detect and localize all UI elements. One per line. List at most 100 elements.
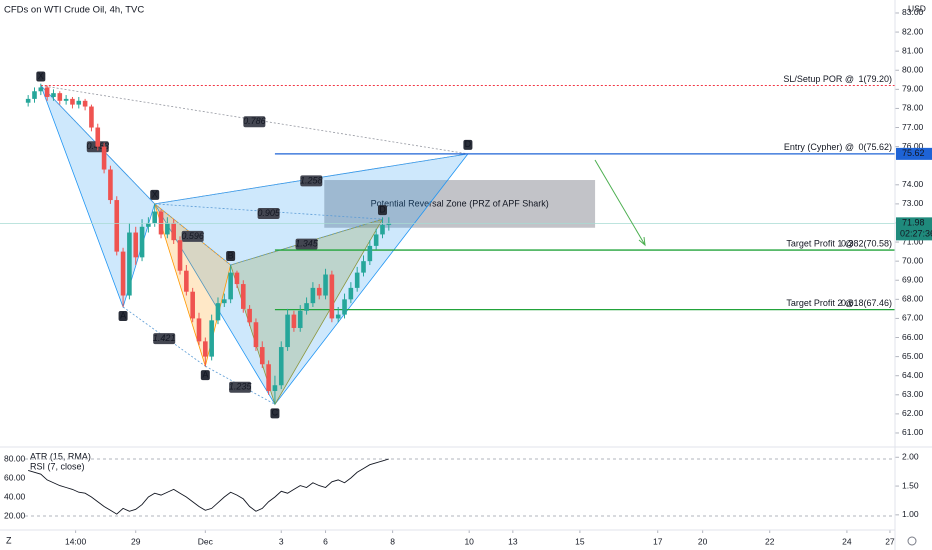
candle-body xyxy=(190,291,195,319)
candle-body xyxy=(291,314,297,328)
arrow-head xyxy=(638,236,646,247)
y-tick-label: 80.00 xyxy=(902,65,924,75)
ratio-label: 1.258 xyxy=(300,175,323,185)
candle-body xyxy=(278,347,284,386)
point-box xyxy=(226,250,236,261)
chart-title: CFDs on WTI Crude Oil, 4h, TVC xyxy=(4,5,144,16)
candle-body xyxy=(335,314,341,319)
candle-body xyxy=(386,223,392,225)
candle-body xyxy=(253,322,259,348)
prz-zone xyxy=(324,180,596,228)
candle-body xyxy=(57,93,63,101)
level-label: Target Profit 2 @ xyxy=(786,298,854,308)
point-label: C xyxy=(272,408,279,418)
candle-body xyxy=(240,284,246,309)
candle-body xyxy=(127,232,132,296)
candle-body xyxy=(82,100,88,107)
y-tick-label: 78.00 xyxy=(902,103,924,113)
ratio-box xyxy=(257,208,280,220)
y-tick-label: 81.00 xyxy=(902,45,924,55)
candle-body xyxy=(89,106,94,128)
candle-body xyxy=(101,146,107,170)
ratio-line xyxy=(122,306,206,367)
x-tick-label: 3 xyxy=(279,536,284,546)
ratio-box xyxy=(243,116,266,128)
point-label: A xyxy=(202,370,208,380)
candle-body xyxy=(304,303,309,311)
level-value: 0.618(67.46) xyxy=(841,298,892,308)
point-box xyxy=(118,310,128,321)
ratio-box xyxy=(295,238,318,250)
y-tick-label: 65.00 xyxy=(902,351,924,361)
candle-body xyxy=(152,211,158,223)
y-tick-label: 69.00 xyxy=(902,274,924,284)
candle-body xyxy=(76,100,82,105)
candle-body xyxy=(146,222,151,227)
ratio-box xyxy=(181,230,204,242)
x-tick-label: 8 xyxy=(390,536,395,546)
ratio-label: 1.345 xyxy=(295,238,319,248)
candle-body xyxy=(63,98,69,101)
y-tick-label: 64.00 xyxy=(902,370,924,380)
candle-body xyxy=(272,385,278,391)
countdown: 02:27:36 xyxy=(900,229,932,239)
indicator-y2-label: 1.00 xyxy=(902,509,919,519)
level-label: SL/Setup POR @ xyxy=(783,74,854,84)
ratio-box xyxy=(153,333,176,345)
candle-body xyxy=(120,251,126,296)
candle-body xyxy=(380,224,385,235)
ratio-line xyxy=(40,85,155,205)
candle-body xyxy=(247,308,252,323)
candle-body xyxy=(203,341,208,357)
level-value: 1(79.20) xyxy=(858,74,892,84)
x-tick-label: 15 xyxy=(575,536,585,546)
point-label: B xyxy=(228,250,234,260)
point-box xyxy=(463,139,473,150)
x-tick-label: 20 xyxy=(698,536,708,546)
candle-body xyxy=(51,93,56,97)
y-tick-label: 82.00 xyxy=(902,26,924,36)
x-tick-label: 24 xyxy=(842,536,852,546)
level-label: Target Profit 1 @ xyxy=(786,238,854,248)
candle-body xyxy=(329,274,335,319)
point-box xyxy=(377,205,387,216)
zoom-icon[interactable]: Z xyxy=(6,535,12,545)
point-box xyxy=(36,71,46,82)
level-value: 0.382(70.58) xyxy=(841,238,892,248)
ratio-label: 1.235 xyxy=(229,382,253,392)
y-tick-label: 83.00 xyxy=(902,7,924,17)
indicator-y-label: 80.00 xyxy=(4,453,26,463)
point-label: X xyxy=(38,71,44,81)
indicator-y-label: 60.00 xyxy=(4,472,26,482)
candle-body xyxy=(108,169,113,201)
ratio-line xyxy=(205,365,276,405)
ratio-box xyxy=(229,381,252,393)
price-tag-label: 71.98 xyxy=(902,218,925,228)
x-tick-label: 6 xyxy=(323,536,328,546)
candle-body xyxy=(95,127,101,147)
candle-body xyxy=(70,98,75,105)
x-tick-label: Dec xyxy=(198,536,214,546)
indicator-y2-label: 2.00 xyxy=(902,452,919,462)
candle-body xyxy=(196,318,202,342)
candle-body xyxy=(171,222,176,241)
candle-body xyxy=(177,240,183,271)
candle-body xyxy=(361,261,366,273)
y-tick-label: 74.00 xyxy=(902,179,924,189)
candle-body xyxy=(114,200,120,252)
candle-body xyxy=(209,320,214,357)
candle-body xyxy=(266,364,271,391)
x-tick-label: 29 xyxy=(131,536,141,546)
indicator-y2-label: 1.50 xyxy=(902,480,919,490)
point-label: A xyxy=(120,310,126,320)
point-box xyxy=(270,408,280,419)
settings-icon[interactable] xyxy=(907,536,917,546)
candle-body xyxy=(184,270,189,292)
candle-body xyxy=(323,274,328,296)
candle-body xyxy=(297,310,303,328)
y-tick-label: 79.00 xyxy=(902,84,924,94)
candle-body xyxy=(285,314,290,348)
x-tick-label: 10 xyxy=(464,536,474,546)
price-tag-label: 75.62 xyxy=(902,148,925,158)
